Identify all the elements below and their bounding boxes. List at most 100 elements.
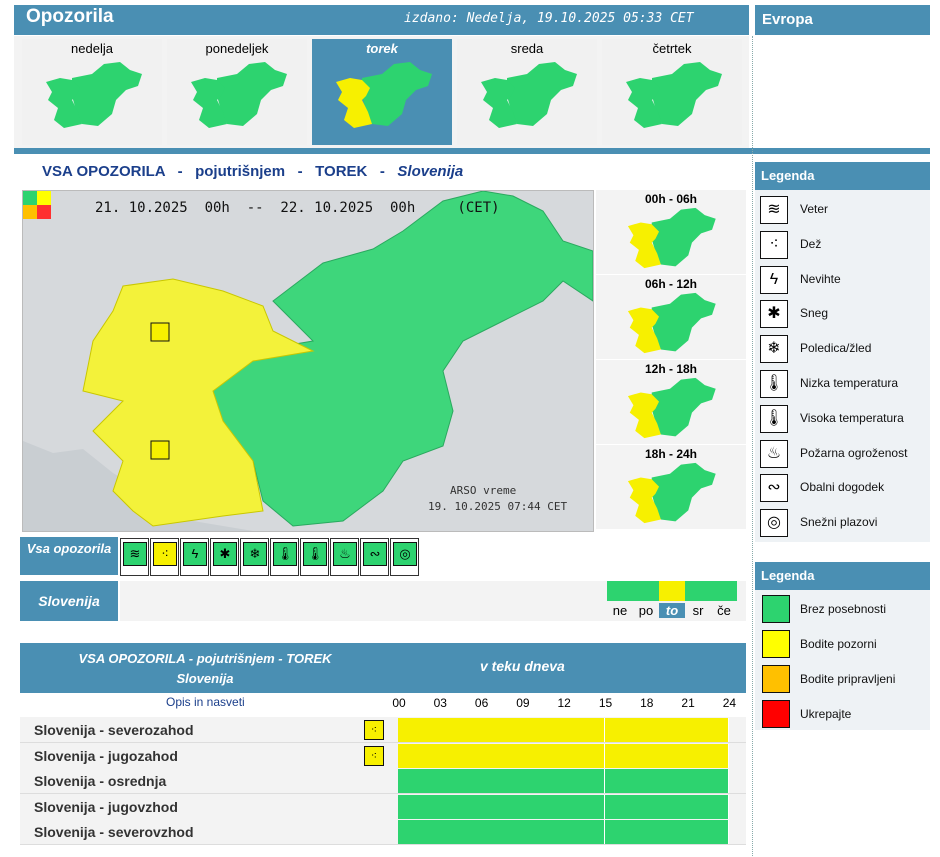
warning-type-strip: ≋ ⁖ ϟ ✱ ❄ 🌡 🌡 ♨ ∾ ◎ bbox=[120, 538, 420, 576]
timeline-bar bbox=[398, 794, 730, 819]
europe-header[interactable] bbox=[755, 5, 930, 35]
timeline-segment bbox=[563, 794, 606, 819]
legend-type-label: Visoka temperatura bbox=[800, 410, 904, 425]
rain-icon: ⁖ bbox=[364, 720, 384, 740]
legend-type-label: Nizka temperatura bbox=[800, 376, 899, 390]
slovenia-mini-map bbox=[336, 62, 432, 128]
europe-link[interactable]: Evropa bbox=[762, 11, 813, 28]
timeline-segment bbox=[439, 820, 482, 844]
description-link[interactable]: Opis in nasveti bbox=[166, 695, 245, 709]
timeline-segment bbox=[521, 820, 565, 844]
hour-tick: 21 bbox=[681, 696, 695, 710]
fire-icon: ♨ bbox=[760, 439, 788, 468]
legend-level-swatch bbox=[762, 700, 790, 728]
legend-type-label: Poledica/žled bbox=[800, 341, 872, 356]
table-row[interactable]: Slovenija - jugozahod ⁖ bbox=[20, 742, 746, 769]
weekday-indicator[interactable]: sr bbox=[685, 581, 711, 618]
timeline-segment bbox=[604, 820, 647, 844]
period-map[interactable]: 18h - 24h bbox=[596, 445, 746, 529]
weekday-indicator[interactable]: to bbox=[659, 581, 685, 618]
day-tab-1[interactable]: ponedeljek bbox=[167, 39, 307, 145]
table-row[interactable]: Slovenija - severovzhod bbox=[20, 819, 746, 845]
strip-cell[interactable]: ∾ bbox=[360, 538, 389, 576]
table-row[interactable]: Slovenija - severozahod ⁖ bbox=[20, 717, 746, 743]
period-label: 00h - 06h bbox=[644, 192, 698, 206]
timeline-segment bbox=[604, 743, 647, 768]
wind-icon: ≋ bbox=[760, 196, 788, 224]
region-name: Slovenija - jugozahod bbox=[34, 747, 178, 764]
strip-cell[interactable]: ♨ bbox=[330, 538, 359, 576]
weekday-indicator[interactable]: če bbox=[711, 581, 737, 618]
legend-type-label: Požarna ogroženost bbox=[800, 445, 908, 460]
weekday-level-bar bbox=[711, 581, 737, 601]
weekday-label: to bbox=[659, 603, 685, 618]
strip-cell[interactable]: ✱ bbox=[210, 538, 239, 576]
day-tab-0[interactable]: nedelja bbox=[22, 39, 162, 145]
timeline-segment bbox=[563, 718, 606, 742]
timeline-segment bbox=[687, 820, 730, 844]
map-date-range: 21. 10.2025 00h -- 22. 10.2025 00h (CET) bbox=[95, 200, 500, 216]
slovenia-mini-map bbox=[626, 62, 722, 128]
timeline-segment bbox=[563, 743, 606, 768]
day-tab-3[interactable]: sreda bbox=[457, 39, 597, 145]
warning-map[interactable] bbox=[22, 190, 594, 532]
timeline-segment bbox=[521, 769, 565, 793]
day-tab-4[interactable]: četrtek bbox=[602, 39, 742, 145]
timeline-segment bbox=[604, 794, 647, 819]
legend-levels-title: Legenda bbox=[755, 562, 930, 590]
legend-type-label: Sneg bbox=[800, 306, 829, 321]
day-tab-2[interactable]: torek bbox=[312, 39, 452, 145]
period-map[interactable]: 00h - 06h bbox=[596, 190, 746, 274]
hour-tick: 15 bbox=[598, 696, 613, 710]
ice-icon: ❄ bbox=[760, 335, 788, 364]
timeline-segment bbox=[398, 769, 441, 793]
avalanche-icon: ◎ bbox=[760, 509, 788, 538]
strip-cell[interactable]: 🌡 bbox=[270, 538, 299, 576]
coastal-icon: ∾ bbox=[760, 474, 788, 503]
thunderstorm-icon: ϟ bbox=[183, 542, 207, 566]
weekday-label: ne bbox=[612, 603, 628, 618]
timeline-segment bbox=[604, 718, 647, 742]
legend-level-swatch bbox=[762, 665, 790, 693]
avalanche-icon: ◎ bbox=[393, 542, 417, 566]
strip-cell[interactable]: ❄ bbox=[240, 538, 269, 576]
period-map[interactable]: 06h - 12h bbox=[596, 275, 746, 359]
hour-tick: 00 bbox=[392, 696, 406, 710]
timeline-bar bbox=[398, 743, 730, 768]
slovenia-mini-map bbox=[481, 62, 577, 128]
timeline-segment bbox=[521, 718, 565, 742]
timeline-segment bbox=[521, 743, 565, 768]
table-row[interactable]: Slovenija - jugovzhod bbox=[20, 793, 746, 820]
thunderstorm-icon: ϟ bbox=[760, 265, 788, 294]
timeline-segment bbox=[687, 743, 730, 768]
day-tab-label: četrtek bbox=[652, 41, 692, 56]
page-title: Opozorila bbox=[26, 6, 114, 27]
hour-tick: 09 bbox=[516, 696, 530, 710]
strip-cell[interactable]: ≋ bbox=[120, 538, 149, 576]
weekday-level-bar bbox=[659, 581, 685, 601]
timeline-bar bbox=[398, 820, 730, 844]
day-tab-label: sreda bbox=[510, 41, 544, 56]
weekday-indicator[interactable]: ne bbox=[607, 581, 633, 618]
region-name: Slovenija - severozahod bbox=[34, 722, 194, 738]
legend-level-label: Bodite pozorni bbox=[800, 637, 877, 651]
timeline-segment bbox=[398, 743, 441, 768]
timeline-segment bbox=[480, 820, 523, 844]
high-temperature-icon: 🌡 bbox=[303, 542, 327, 566]
weekday-indicator[interactable]: po bbox=[633, 581, 659, 618]
weekday-label: če bbox=[717, 603, 731, 618]
strip-cell[interactable]: ϟ bbox=[180, 538, 209, 576]
day-tab-label: ponedeljek bbox=[205, 41, 269, 56]
period-map[interactable]: 12h - 18h bbox=[596, 360, 746, 444]
ice-icon: ❄ bbox=[243, 542, 267, 566]
table-row[interactable]: Slovenija - osrednja bbox=[20, 768, 746, 794]
strip-cell[interactable]: ◎ bbox=[390, 538, 419, 576]
timeline-segment bbox=[687, 794, 730, 819]
region-tag: Slovenija bbox=[20, 581, 118, 621]
legend-type-label: Nevihte bbox=[800, 271, 841, 286]
strip-cell[interactable]: ⁖ bbox=[150, 538, 179, 576]
low-temperature-icon: 🌡 bbox=[273, 542, 297, 566]
slovenia-mini-map bbox=[191, 62, 287, 128]
strip-cell[interactable]: 🌡 bbox=[300, 538, 329, 576]
high-temperature-icon: 🌡 bbox=[760, 404, 788, 433]
